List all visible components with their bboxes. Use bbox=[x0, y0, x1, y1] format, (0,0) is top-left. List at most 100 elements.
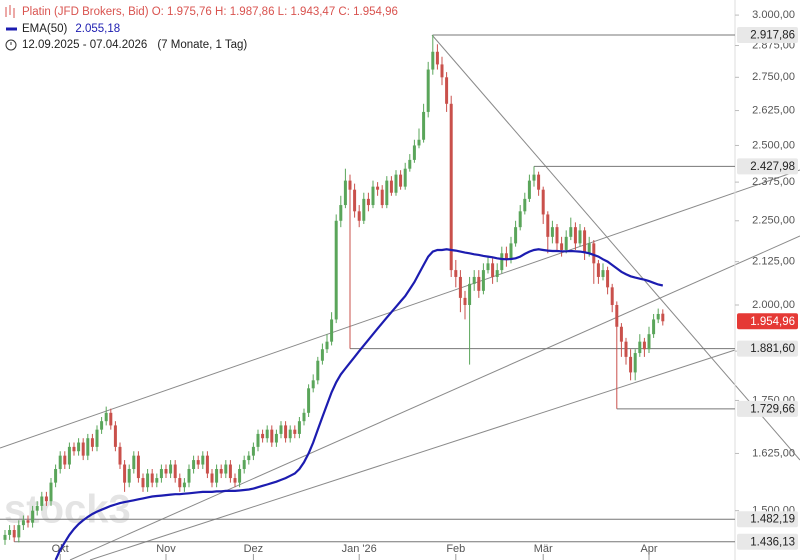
candle-body bbox=[12, 529, 16, 538]
candle-body bbox=[233, 478, 237, 483]
candle-body bbox=[431, 51, 435, 70]
candle-body bbox=[104, 412, 108, 422]
candle-body bbox=[514, 227, 518, 244]
candle-body bbox=[560, 243, 564, 250]
candle-body bbox=[17, 525, 21, 538]
candle-body bbox=[54, 469, 58, 483]
candle-body bbox=[270, 429, 274, 443]
candle-body bbox=[311, 380, 315, 389]
candle-body bbox=[486, 263, 490, 271]
candle-body bbox=[95, 429, 99, 447]
candle-body bbox=[555, 227, 559, 244]
candle-body bbox=[399, 174, 403, 187]
candle-body bbox=[40, 496, 44, 506]
candle-body bbox=[90, 438, 94, 447]
trend-line bbox=[0, 169, 800, 449]
candle-body bbox=[146, 473, 150, 488]
candle-body bbox=[573, 227, 577, 244]
candle-body bbox=[449, 103, 453, 271]
candle-body bbox=[242, 460, 246, 470]
candle-body bbox=[408, 159, 412, 169]
candle-body bbox=[583, 230, 587, 254]
x-tick-label: Dez bbox=[244, 543, 264, 555]
candle-body bbox=[100, 421, 104, 430]
candle-body bbox=[661, 313, 665, 322]
candle-body bbox=[307, 388, 311, 413]
instrument-icon bbox=[5, 5, 15, 18]
candle-body bbox=[500, 253, 504, 271]
candle-body bbox=[21, 520, 25, 526]
watermark: stock3 bbox=[4, 488, 131, 532]
candle-body bbox=[284, 425, 288, 439]
calendar-icon bbox=[5, 39, 17, 51]
candle-body bbox=[123, 464, 127, 483]
candle-body bbox=[422, 111, 426, 140]
x-tick-label: Feb bbox=[446, 543, 465, 555]
candle-body bbox=[251, 446, 255, 456]
y-tick-label: 2.375,00 bbox=[752, 176, 795, 188]
price-label-box bbox=[737, 26, 798, 43]
candle-body bbox=[376, 186, 380, 190]
title: Platin (JFD Brokers, Bid) O: 1.975,76 H:… bbox=[22, 6, 398, 18]
header: Platin (JFD Brokers, Bid) O: 1.975,76 H:… bbox=[5, 5, 398, 51]
candle-body bbox=[49, 482, 53, 502]
y-tick-label: 2.500,00 bbox=[752, 139, 795, 151]
candle-body bbox=[385, 180, 389, 206]
candle-body bbox=[606, 270, 610, 288]
candle-body bbox=[481, 270, 485, 291]
candle-body bbox=[647, 334, 651, 350]
candle-body bbox=[77, 442, 81, 452]
candle-body bbox=[357, 211, 361, 221]
legend-label: EMA(50) bbox=[22, 23, 68, 35]
y-tick-label: 2.125,00 bbox=[752, 256, 795, 268]
candle-body bbox=[495, 270, 499, 277]
candle-body bbox=[35, 505, 39, 511]
candle-body bbox=[550, 227, 554, 237]
candle-body bbox=[187, 469, 191, 483]
candle-body bbox=[624, 341, 628, 357]
candle-body bbox=[458, 276, 462, 298]
candle-body bbox=[389, 180, 393, 193]
candle-body bbox=[261, 433, 265, 439]
price-label-box bbox=[737, 340, 798, 357]
candle-body bbox=[173, 464, 177, 479]
candle-body bbox=[182, 482, 186, 488]
candle-body bbox=[31, 510, 35, 523]
candle-body bbox=[316, 360, 320, 381]
candle-body bbox=[205, 455, 209, 474]
candle-body bbox=[8, 529, 12, 535]
candle-body bbox=[86, 438, 90, 456]
candle-body bbox=[638, 341, 642, 354]
candle-body bbox=[523, 198, 527, 212]
y-tick-label: 1.625,00 bbox=[752, 447, 795, 459]
candle-body bbox=[619, 326, 623, 342]
candle-body bbox=[44, 496, 48, 502]
candle-body bbox=[435, 51, 439, 65]
y-tick-label: 2.625,00 bbox=[752, 104, 795, 116]
y-tick-label: 2.000,00 bbox=[752, 299, 795, 311]
candle-body bbox=[537, 174, 541, 190]
price-label-box bbox=[737, 313, 798, 330]
y-tick-label: 3.000,00 bbox=[752, 9, 795, 21]
price-label: 1.482,19 bbox=[750, 514, 795, 526]
trend-line bbox=[69, 235, 800, 560]
candle-body bbox=[334, 220, 338, 320]
candle-body bbox=[445, 77, 449, 104]
line-series bbox=[54, 248, 664, 560]
candle-body bbox=[247, 455, 251, 461]
candle-body bbox=[633, 353, 637, 373]
candle-body bbox=[113, 425, 117, 447]
candle-body bbox=[546, 214, 550, 237]
candle-body bbox=[330, 319, 334, 342]
price-label-box bbox=[737, 511, 798, 528]
trend-line bbox=[89, 349, 736, 560]
price-label-box bbox=[737, 400, 798, 417]
candle-body bbox=[325, 341, 329, 350]
candle-body bbox=[58, 455, 62, 470]
candle-body bbox=[297, 421, 301, 434]
candle-body bbox=[362, 198, 366, 221]
candle-body bbox=[136, 455, 140, 479]
candle-body bbox=[150, 473, 154, 483]
candle-body bbox=[366, 198, 370, 206]
candle-body bbox=[109, 412, 113, 426]
